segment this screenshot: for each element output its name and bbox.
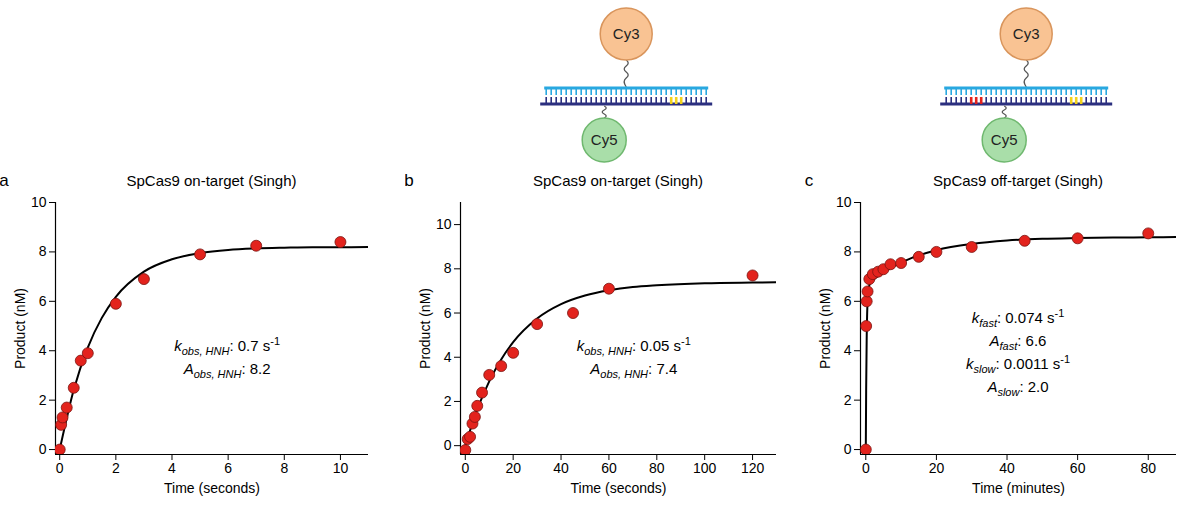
svg-text:80: 80 <box>649 460 665 476</box>
svg-text:6: 6 <box>444 305 452 321</box>
svg-text:20: 20 <box>929 460 945 476</box>
svg-text:Aobs, HNH: 7.4: Aobs, HNH: 7.4 <box>589 360 677 380</box>
svg-text:kfast: 0.074 s-1: kfast: 0.074 s-1 <box>972 307 1065 329</box>
svg-text:10: 10 <box>333 460 349 476</box>
svg-text:SpCas9 off-target (Singh): SpCas9 off-target (Singh) <box>933 172 1103 189</box>
svg-text:10: 10 <box>31 194 47 210</box>
svg-text:b: b <box>405 171 414 190</box>
svg-text:Cy5: Cy5 <box>991 131 1018 148</box>
svg-text:0: 0 <box>461 460 469 476</box>
svg-text:SpCas9 on-target (Singh): SpCas9 on-target (Singh) <box>126 172 296 189</box>
svg-text:2: 2 <box>112 460 120 476</box>
svg-text:2: 2 <box>844 392 852 408</box>
svg-text:4: 4 <box>168 460 176 476</box>
svg-text:Time (seconds): Time (seconds) <box>571 480 667 496</box>
svg-text:Aobs, HNH: 8.2: Aobs, HNH: 8.2 <box>183 360 271 380</box>
svg-text:6: 6 <box>224 460 232 476</box>
svg-text:0: 0 <box>844 441 852 457</box>
svg-text:0: 0 <box>39 441 47 457</box>
svg-text:4: 4 <box>39 342 47 358</box>
svg-text:2: 2 <box>39 392 47 408</box>
svg-text:Cy5: Cy5 <box>591 131 618 148</box>
svg-text:80: 80 <box>1140 460 1156 476</box>
svg-text:8: 8 <box>280 460 288 476</box>
svg-text:SpCas9 on-target (Singh): SpCas9 on-target (Singh) <box>533 172 703 189</box>
svg-text:4: 4 <box>444 349 452 365</box>
svg-text:Afast: 6.6: Afast: 6.6 <box>989 332 1047 352</box>
svg-text:a: a <box>0 171 9 190</box>
svg-text:Time (seconds): Time (seconds) <box>164 480 260 496</box>
svg-text:60: 60 <box>1070 460 1086 476</box>
svg-text:c: c <box>805 171 814 190</box>
svg-text:0: 0 <box>444 437 452 453</box>
svg-text:40: 40 <box>553 460 569 476</box>
svg-text:2: 2 <box>444 393 452 409</box>
svg-text:Product (nM): Product (nM) <box>817 288 833 369</box>
svg-text:20: 20 <box>505 460 521 476</box>
svg-text:40: 40 <box>999 460 1015 476</box>
svg-text:Cy3: Cy3 <box>613 25 640 42</box>
svg-text:kobs, HNH: 0.7 s-1: kobs, HNH: 0.7 s-1 <box>174 335 280 357</box>
svg-text:6: 6 <box>844 293 852 309</box>
svg-text:4: 4 <box>844 342 852 358</box>
svg-text:Aslow: 2.0: Aslow: 2.0 <box>986 378 1048 398</box>
svg-text:Time (minutes): Time (minutes) <box>972 480 1065 496</box>
svg-text:8: 8 <box>39 243 47 259</box>
svg-text:120: 120 <box>741 460 765 476</box>
svg-text:Product (nM): Product (nM) <box>12 288 28 369</box>
svg-text:10: 10 <box>836 194 852 210</box>
svg-text:kobs, HNH: 0.05 s-1: kobs, HNH: 0.05 s-1 <box>577 335 691 357</box>
svg-text:60: 60 <box>601 460 617 476</box>
svg-text:Product (nM): Product (nM) <box>417 288 433 369</box>
svg-text:0: 0 <box>56 460 64 476</box>
svg-text:8: 8 <box>444 260 452 276</box>
svg-text:100: 100 <box>693 460 717 476</box>
svg-text:kslow: 0.0011 s-1: kslow: 0.0011 s-1 <box>966 353 1070 375</box>
svg-text:Cy3: Cy3 <box>1013 25 1040 42</box>
svg-text:8: 8 <box>844 243 852 259</box>
svg-text:6: 6 <box>39 293 47 309</box>
svg-text:10: 10 <box>436 216 452 232</box>
svg-text:0: 0 <box>862 460 870 476</box>
